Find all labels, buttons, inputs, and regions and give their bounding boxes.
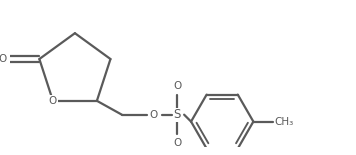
Text: O: O — [173, 81, 181, 91]
Text: S: S — [173, 108, 181, 121]
Text: O: O — [49, 96, 57, 106]
Text: CH₃: CH₃ — [274, 117, 293, 127]
Text: O: O — [173, 138, 181, 148]
Text: O: O — [0, 54, 7, 64]
Text: O: O — [150, 110, 158, 120]
